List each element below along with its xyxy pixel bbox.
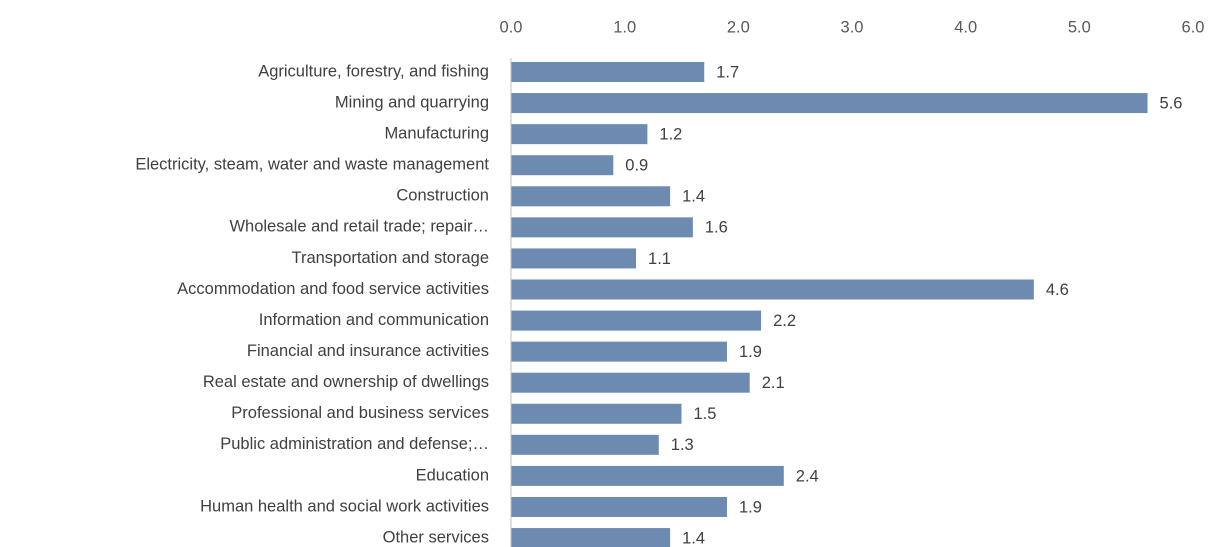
value-label: 1.4: [682, 188, 705, 206]
bar: [511, 310, 762, 331]
x-tick-label: 5.0: [1068, 18, 1091, 36]
y-tick-label: Education: [416, 466, 489, 484]
y-tick-label: Electricity, steam, water and waste mana…: [135, 156, 489, 174]
y-tick-label: Manufacturing: [384, 124, 489, 142]
bar: [511, 434, 659, 455]
value-label: 2.1: [762, 374, 785, 392]
y-tick-label: Information and communication: [259, 311, 489, 329]
bar: [511, 217, 693, 238]
x-tick-label: 1.0: [613, 18, 636, 36]
y-tick-label: Wholesale and retail trade; repair…: [229, 218, 489, 236]
value-label: 1.5: [694, 405, 717, 423]
y-tick-label: Agriculture, forestry, and fishing: [258, 62, 489, 80]
y-tick-label: Human health and social work activities: [200, 497, 489, 515]
y-tick-label: Financial and insurance activities: [247, 342, 489, 360]
y-tick-label: Real estate and ownership of dwellings: [203, 373, 489, 391]
bar: [511, 186, 671, 207]
bar: [511, 372, 750, 393]
value-label: 1.4: [682, 529, 705, 547]
value-label: 4.6: [1046, 281, 1069, 299]
value-label: 2.2: [773, 312, 796, 330]
value-label: 0.9: [625, 157, 648, 175]
y-tick-label: Transportation and storage: [291, 249, 489, 267]
bar: [511, 341, 727, 362]
y-tick-label: Public administration and defense;…: [220, 435, 489, 453]
bar: [511, 93, 1148, 114]
value-label: 1.6: [705, 219, 728, 237]
bar: [511, 496, 727, 517]
value-label: 2.4: [796, 467, 819, 485]
bar: [511, 62, 705, 82]
bar: [511, 528, 671, 547]
y-tick-label: Construction: [396, 187, 489, 205]
value-label: 1.9: [739, 343, 762, 361]
value-label: 1.2: [659, 125, 682, 143]
y-tick-label: Accommodation and food service activitie…: [177, 280, 489, 298]
bar: [511, 279, 1034, 300]
x-tick-label: 4.0: [954, 18, 977, 36]
value-label: 1.1: [648, 250, 671, 268]
x-tick-label: 6.0: [1182, 18, 1205, 36]
bar: [511, 465, 784, 486]
bar: [511, 155, 614, 176]
value-label: 1.9: [739, 498, 762, 516]
y-tick-label: Professional and business services: [231, 404, 489, 422]
value-label: 1.7: [716, 63, 739, 81]
bar: [511, 124, 648, 145]
x-tick-label: 3.0: [841, 18, 864, 36]
x-tick-label: 0.0: [500, 18, 523, 36]
y-tick-label: Mining and quarrying: [335, 93, 489, 111]
x-tick-label: 2.0: [727, 18, 750, 36]
value-label: 5.6: [1160, 94, 1183, 112]
bar: [511, 248, 637, 269]
bar: [511, 403, 682, 424]
y-tick-label: Other services: [383, 528, 489, 546]
value-label: 1.3: [671, 436, 694, 454]
